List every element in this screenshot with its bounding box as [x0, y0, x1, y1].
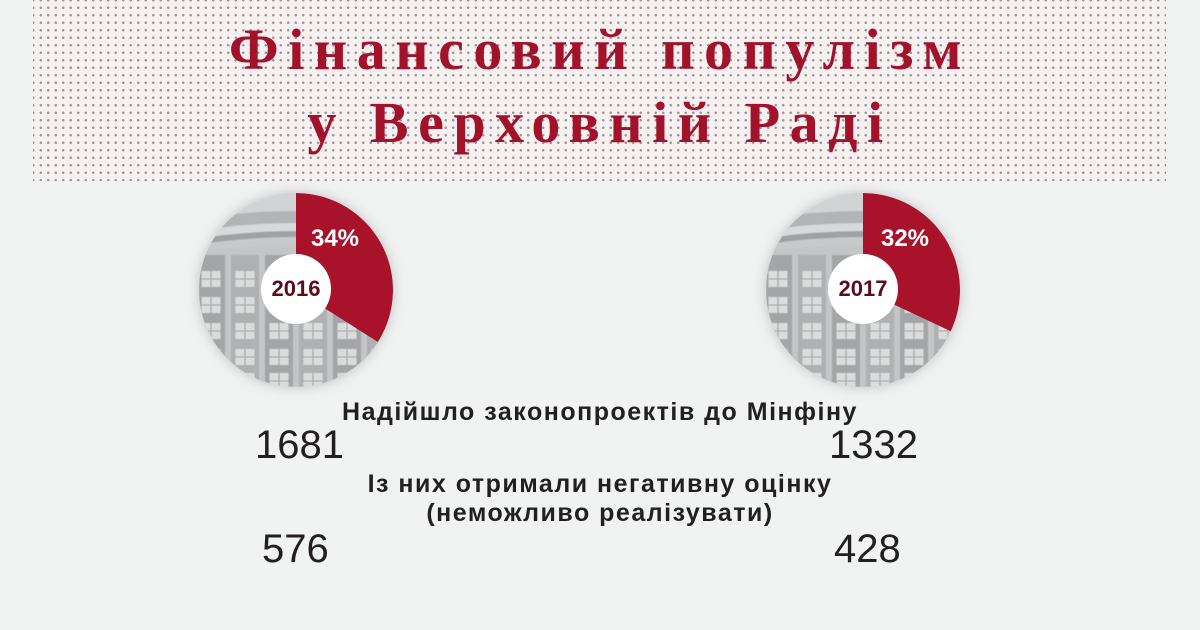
- svg-text:32%: 32%: [881, 225, 929, 252]
- svg-text:2016: 2016: [272, 276, 321, 301]
- svg-text:34%: 34%: [311, 225, 359, 252]
- svg-text:2017: 2017: [839, 276, 888, 301]
